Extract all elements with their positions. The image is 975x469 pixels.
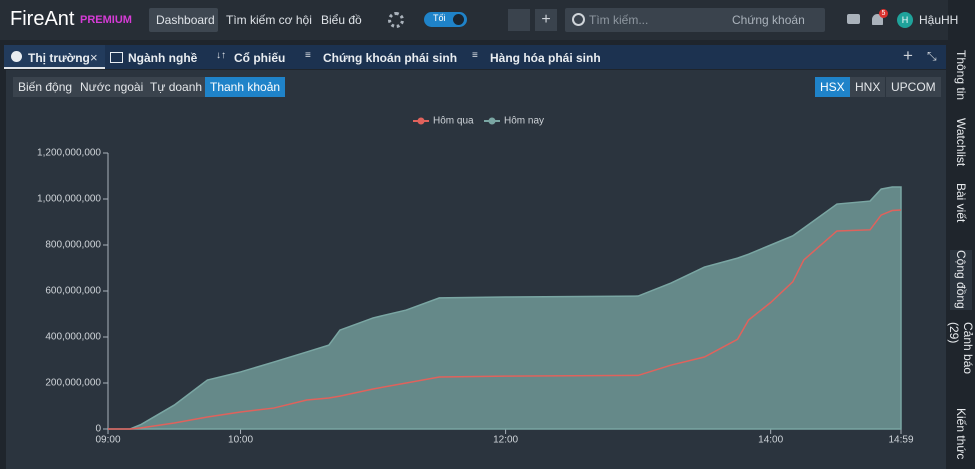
y-tick-label: 400,000,000	[45, 332, 101, 343]
nav-active-bg	[149, 8, 218, 32]
x-tick-label: 10:00	[228, 435, 253, 446]
search-box[interactable]	[565, 8, 825, 32]
y-tick-label: 0	[95, 424, 101, 435]
search-scope[interactable]: Chứng khoán	[732, 13, 805, 27]
legend-marker	[488, 117, 496, 125]
sidebar-item[interactable]: Cảnh báo (29)	[947, 322, 975, 375]
tab-icon: ↓↑	[216, 50, 226, 61]
sub-tab[interactable]: Biến động	[13, 77, 78, 97]
tab[interactable]: Hàng hóa phái sinh	[490, 51, 601, 65]
sub-tab[interactable]: Tự doanh	[145, 77, 208, 97]
sub-tab[interactable]: Thanh khoản	[205, 77, 286, 97]
tab-icon: ≡	[305, 50, 311, 61]
sidebar-item[interactable]: Cộng đồng	[950, 250, 972, 310]
chat-icon[interactable]	[847, 14, 860, 24]
avatar[interactable]: H	[897, 12, 913, 28]
bell-icon[interactable]	[872, 14, 883, 25]
user-name[interactable]: HậuHH	[919, 13, 959, 27]
y-tick-label: 1,200,000,000	[37, 148, 101, 159]
exchange[interactable]: HSX	[815, 77, 850, 97]
chart: 0 200,000,000 400,000,000 600,000,000 800,00…	[37, 116, 914, 446]
sidebar-item[interactable]: Watchlist	[954, 118, 968, 167]
tab-icon	[11, 51, 22, 62]
y-tick-label: 200,000,000	[45, 378, 101, 389]
search-placeholder: Tìm kiếm...	[589, 13, 649, 27]
settings-icon[interactable]	[388, 12, 404, 28]
y-tick-label: 600,000,000	[45, 286, 101, 297]
sub-tab[interactable]: Nước ngoài	[75, 77, 149, 97]
x-tick-label: 12:00	[493, 435, 518, 446]
y-tick-label: 1,000,000,000	[37, 194, 101, 205]
line	[108, 209, 902, 430]
x-tick-label: 09:00	[95, 435, 120, 446]
notification-badge: 5	[879, 9, 888, 18]
layout-button[interactable]	[508, 9, 530, 31]
y-tick-label: 800,000,000	[45, 240, 101, 251]
legend-label: Hôm qua	[433, 116, 474, 127]
brand-badge: PREMIUM	[80, 14, 132, 26]
sidebar-item[interactable]: Thông tin	[954, 50, 968, 101]
nav-item[interactable]: Biểu đồ	[321, 13, 362, 27]
tab-bar	[4, 45, 946, 69]
legend-label: Hôm nay	[504, 116, 544, 127]
search-icon	[572, 13, 585, 26]
tab[interactable]: Ngành nghề	[128, 51, 198, 65]
brand[interactable]: FireAnt	[10, 8, 75, 30]
theme-label: Tối	[433, 13, 446, 23]
tab[interactable]: Chứng khoán phái sinh	[323, 51, 458, 65]
tab[interactable]: Thị trường	[28, 51, 90, 65]
legend-marker	[417, 117, 425, 125]
toggle-knob	[453, 14, 464, 25]
nav-item[interactable]: Dashboard	[156, 13, 215, 27]
add-button[interactable]: +	[535, 9, 557, 31]
tab-close[interactable]: ×	[90, 50, 98, 65]
tab-icon	[110, 52, 123, 63]
exchange[interactable]: UPCOM	[886, 77, 941, 97]
tab-icon: ≡	[472, 50, 478, 61]
sidebar-item[interactable]: Bài viết	[954, 183, 968, 223]
sidebar-item[interactable]: Kiến thức	[954, 408, 968, 460]
collapse[interactable]: ⤡	[927, 49, 937, 63]
x-tick-label: 14:00	[758, 435, 783, 446]
add-tab[interactable]: +	[903, 46, 913, 65]
nav-item[interactable]: Tìm kiếm cơ hội	[226, 13, 312, 27]
tab[interactable]: Cổ phiếu	[234, 51, 286, 65]
area	[108, 186, 902, 430]
x-tick-label: 14:59	[888, 435, 913, 446]
exchange[interactable]: HNX	[850, 77, 886, 97]
